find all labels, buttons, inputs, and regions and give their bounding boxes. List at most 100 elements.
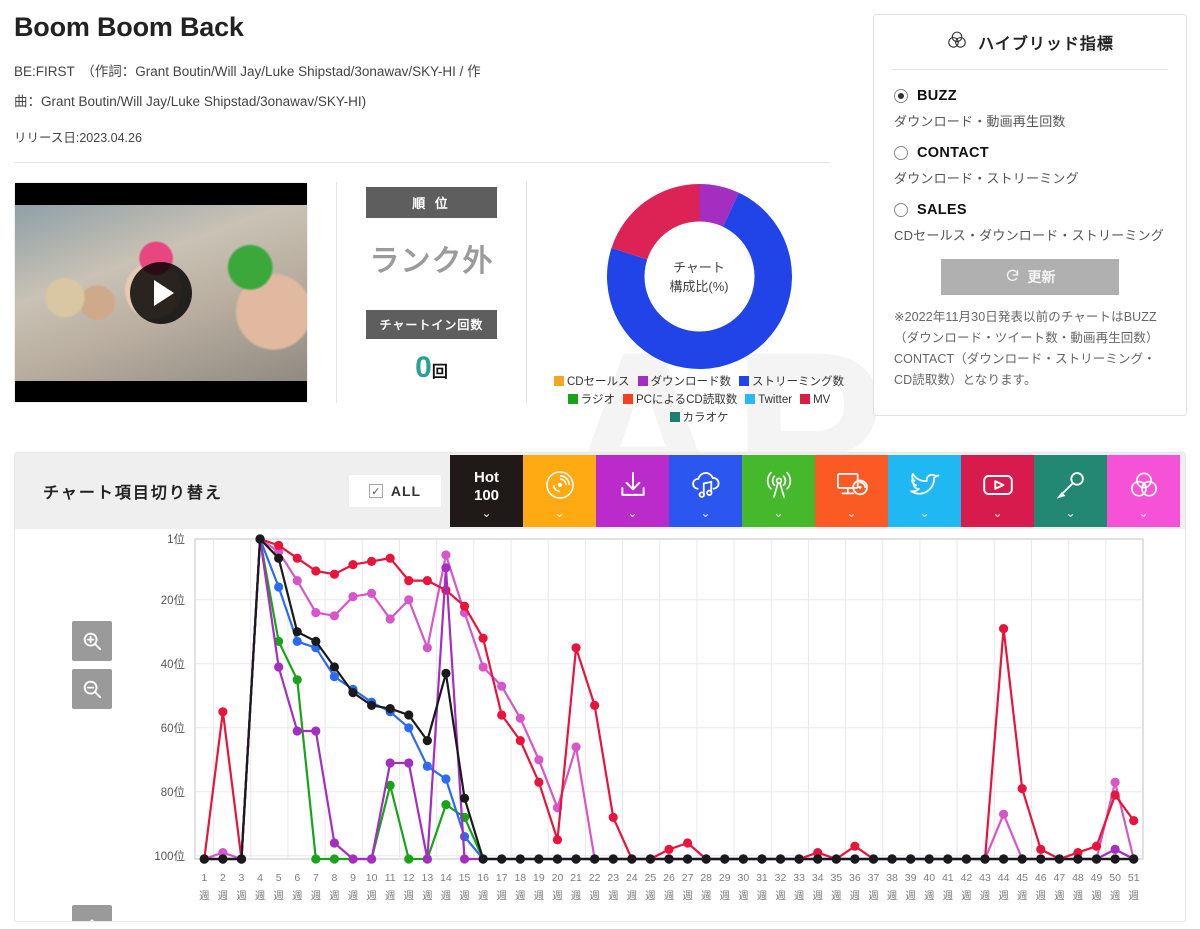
data-point[interactable] bbox=[422, 854, 432, 864]
data-point[interactable] bbox=[218, 707, 228, 717]
data-point[interactable] bbox=[497, 710, 507, 720]
data-point[interactable] bbox=[682, 838, 693, 848]
data-point[interactable] bbox=[961, 854, 972, 864]
data-point[interactable] bbox=[292, 726, 302, 736]
rank-line-chart[interactable]: 1位20位40位60位80位100位1週2週3週4週5週6週7週8週9週10週1… bbox=[15, 529, 1186, 922]
data-point[interactable] bbox=[571, 742, 581, 752]
data-point[interactable] bbox=[1091, 854, 1102, 864]
data-point[interactable] bbox=[385, 758, 395, 768]
chart-tab-download[interactable]: ⌄ bbox=[596, 455, 669, 527]
data-point[interactable] bbox=[311, 854, 321, 864]
data-point[interactable] bbox=[738, 854, 748, 864]
zoom-out-icon[interactable] bbox=[72, 669, 112, 709]
data-point[interactable] bbox=[887, 854, 897, 864]
data-point[interactable] bbox=[1036, 854, 1046, 864]
data-point[interactable] bbox=[385, 704, 395, 714]
data-point[interactable] bbox=[813, 854, 823, 864]
data-point[interactable] bbox=[664, 854, 674, 864]
chart-tab-karaoke[interactable]: ⌄ bbox=[1034, 455, 1107, 527]
data-point[interactable] bbox=[831, 854, 841, 864]
zoom-in-icon[interactable] bbox=[72, 621, 112, 661]
play-icon[interactable] bbox=[130, 261, 192, 324]
data-point[interactable] bbox=[1129, 816, 1139, 826]
data-point[interactable] bbox=[292, 675, 302, 685]
data-point[interactable] bbox=[478, 854, 488, 864]
data-point[interactable] bbox=[329, 611, 340, 621]
data-point[interactable] bbox=[329, 569, 340, 579]
data-point[interactable] bbox=[534, 755, 544, 765]
data-point[interactable] bbox=[292, 636, 302, 646]
data-point[interactable] bbox=[311, 636, 321, 646]
data-point[interactable] bbox=[292, 576, 302, 586]
data-point[interactable] bbox=[943, 854, 953, 864]
data-point[interactable] bbox=[366, 556, 377, 566]
data-point[interactable] bbox=[497, 854, 507, 864]
data-point[interactable] bbox=[497, 681, 507, 691]
data-point[interactable] bbox=[906, 854, 916, 864]
chart-tab-radio[interactable]: ⌄ bbox=[742, 455, 815, 527]
data-point[interactable] bbox=[404, 595, 414, 605]
chevron-down-icon[interactable]: ⌄ bbox=[700, 506, 711, 520]
data-point[interactable] bbox=[664, 844, 674, 854]
data-point[interactable] bbox=[459, 793, 470, 803]
data-point[interactable] bbox=[1110, 844, 1120, 854]
chart-tab-cd-sales[interactable]: ⌄ bbox=[523, 455, 596, 527]
data-point[interactable] bbox=[478, 633, 488, 643]
hybrid-option-buzz[interactable]: BUZZ bbox=[894, 88, 1166, 104]
data-point[interactable] bbox=[366, 854, 377, 864]
data-point[interactable] bbox=[404, 723, 414, 733]
data-point[interactable] bbox=[998, 809, 1009, 819]
data-point[interactable] bbox=[274, 547, 284, 557]
data-point[interactable] bbox=[404, 758, 414, 768]
data-point[interactable] bbox=[794, 854, 804, 864]
data-point[interactable] bbox=[534, 854, 544, 864]
data-point[interactable] bbox=[515, 713, 525, 723]
data-point[interactable] bbox=[590, 854, 600, 864]
data-point[interactable] bbox=[478, 662, 488, 672]
data-point[interactable] bbox=[1073, 854, 1083, 864]
data-point[interactable] bbox=[348, 592, 358, 602]
data-point[interactable] bbox=[441, 800, 451, 810]
data-point[interactable] bbox=[998, 624, 1009, 634]
data-point[interactable] bbox=[311, 608, 321, 618]
data-point[interactable] bbox=[571, 854, 581, 864]
data-point[interactable] bbox=[404, 854, 414, 864]
data-point[interactable] bbox=[1110, 854, 1120, 864]
data-point[interactable] bbox=[850, 841, 860, 851]
data-point[interactable] bbox=[459, 601, 470, 611]
hybrid-option-sales[interactable]: SALES bbox=[894, 202, 1166, 218]
chart-tab-hybrid[interactable]: ⌄ bbox=[1107, 455, 1180, 527]
data-point[interactable] bbox=[274, 540, 284, 550]
data-point[interactable] bbox=[441, 550, 451, 560]
data-point[interactable] bbox=[422, 576, 432, 586]
chevron-down-icon[interactable]: ⌄ bbox=[846, 506, 857, 520]
chart-tab-streaming[interactable]: ⌄ bbox=[669, 455, 742, 527]
data-point[interactable] bbox=[366, 700, 377, 710]
data-point[interactable] bbox=[720, 854, 730, 864]
data-point[interactable] bbox=[608, 854, 618, 864]
chevron-down-icon[interactable]: ⌄ bbox=[481, 506, 492, 520]
data-point[interactable] bbox=[404, 710, 414, 720]
chevron-up-icon[interactable] bbox=[72, 905, 112, 921]
data-point[interactable] bbox=[645, 854, 656, 864]
data-point[interactable] bbox=[515, 854, 525, 864]
chevron-down-icon[interactable]: ⌄ bbox=[919, 506, 930, 520]
data-point[interactable] bbox=[422, 761, 432, 771]
data-point[interactable] bbox=[366, 588, 377, 598]
data-point[interactable] bbox=[1110, 790, 1120, 800]
data-point[interactable] bbox=[329, 838, 340, 848]
data-point[interactable] bbox=[274, 553, 284, 563]
data-point[interactable] bbox=[590, 700, 600, 710]
all-toggle[interactable]: ✓ ALL bbox=[349, 475, 441, 507]
data-point[interactable] bbox=[348, 560, 358, 570]
chart-tab-twitter[interactable]: ⌄ bbox=[888, 455, 961, 527]
data-point[interactable] bbox=[1036, 844, 1046, 854]
data-point[interactable] bbox=[441, 585, 451, 595]
data-point[interactable] bbox=[868, 854, 879, 864]
data-point[interactable] bbox=[236, 854, 247, 864]
data-point[interactable] bbox=[552, 835, 563, 845]
data-point[interactable] bbox=[348, 688, 358, 698]
data-point[interactable] bbox=[998, 854, 1009, 864]
data-point[interactable] bbox=[274, 582, 284, 592]
video-thumbnail[interactable] bbox=[14, 182, 308, 403]
